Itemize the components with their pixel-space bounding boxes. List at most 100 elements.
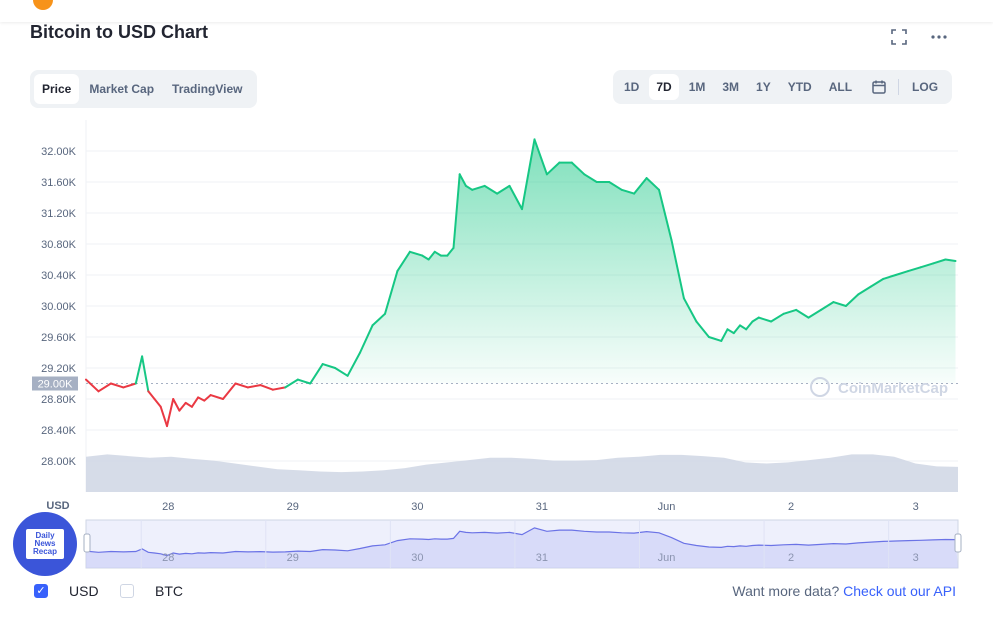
range-7d[interactable]: 7D [649,74,679,100]
price-line-segment [97,382,112,393]
price-line-segment [757,316,773,323]
price-line-segment [85,378,100,393]
calendar-icon[interactable] [866,74,892,100]
price-line-segment [695,320,710,338]
navigator-fill [86,527,958,568]
y-tick-label: 30.80K [41,239,77,251]
price-line-segment [521,138,536,211]
price-line-segment [720,328,729,342]
price-line-segment [458,173,467,187]
price-line-segment [633,177,648,195]
usd-label: USD [69,583,99,599]
navigator-right-handle [954,533,962,553]
price-line-segment [446,246,455,257]
price-line-segment [246,384,262,389]
range-1m[interactable]: 1M [688,80,706,94]
price-line-segment [820,301,835,311]
price-line-segment [184,401,193,408]
price-line-segment [427,250,436,261]
range-1d[interactable]: 1D [624,80,640,94]
y-tick-label: 32.00K [41,146,77,158]
price-line-segment [178,401,187,412]
tab-tradingview[interactable]: TradingView [172,82,243,96]
price-line-segment [408,250,424,257]
bitcoin-logo-icon [33,0,53,10]
tab-market-cap[interactable]: Market Cap [89,82,155,96]
expand-icon[interactable] [888,28,910,50]
x-tick-label: Jun [658,501,676,513]
price-line-segment [166,398,175,428]
price-line-segment [452,173,461,249]
price-line-segment [464,184,474,191]
tab-price[interactable]: Price [34,74,80,104]
baseline-label: 29.00K [38,379,74,391]
api-link[interactable]: Check out our API [843,583,956,599]
range-3m[interactable]: 3M [722,80,740,94]
price-line-segment [209,394,224,400]
price-line-segment [421,254,430,261]
y-tick-label: 31.20K [41,208,77,220]
daily-news-badge[interactable]: Daily News Recap [13,512,77,576]
price-line-segment [496,184,511,195]
y-axis-unit-label: USD [46,500,69,512]
x-tick-label: 3 [913,501,919,513]
price-line-segment [284,378,299,389]
more-dots-icon[interactable] [928,28,950,50]
y-tick-label: 31.60K [41,177,77,189]
price-line-segment [371,312,386,327]
price-line-segment [707,336,723,342]
price-line-segment [944,258,957,262]
top-navigation-bar [0,0,993,22]
price-line-segment [751,316,760,323]
price-line-segment [726,328,735,335]
page-title: Bitcoin to USD Chart [30,22,208,42]
api-prefix: Want more data? [732,583,840,599]
price-line-segment [732,324,741,335]
volume-area [86,454,958,492]
price-line-segment [309,363,324,385]
x-tick-label: 31 [536,501,548,513]
btc-checkbox[interactable] [120,584,134,598]
navigator-tick-label: 31 [536,552,548,564]
y-tick-label: 28.40K [41,425,77,437]
price-line-segment [109,382,125,389]
price-line-segment [670,239,685,300]
price-line-segment [844,293,860,307]
range-ytd[interactable]: YTD [787,80,812,94]
y-tick-label: 28.80K [41,394,77,406]
price-line-segment [739,324,748,331]
price-fill-area [86,139,956,384]
price-line-segment [570,161,586,176]
y-tick-label: 28.00K [41,456,77,468]
divider [898,79,900,95]
price-line-segment [869,277,885,288]
navigator-tick-label: Jun [658,552,676,564]
price-line-segment [483,184,499,195]
log-scale-toggle[interactable]: LOG [912,80,939,94]
price-line-segment [857,285,872,296]
usd-toggle[interactable]: ✓ USD [34,583,99,599]
navigator-tick-label: 2 [788,552,794,564]
navigator-left-handle [83,533,91,553]
price-line-segment [234,382,249,389]
chart-type-tabs: Price Market Cap TradingView [30,70,257,108]
usd-checkbox[interactable]: ✓ [34,584,48,598]
price-line-segment [190,396,200,408]
watermark-logo-icon [810,377,830,397]
y-tick-label: 30.40K [41,270,77,282]
price-line-segment [658,188,673,242]
x-tick-label: 2 [788,501,794,513]
price-line-segment [203,394,212,402]
price-line-segment [770,312,785,323]
range-1y[interactable]: 1Y [756,80,771,94]
btc-toggle[interactable]: BTC [120,583,183,599]
range-all[interactable]: ALL [828,80,853,94]
price-line-segment [645,177,660,191]
price-line-segment [882,274,897,280]
price-line-segment [795,308,810,319]
navigator-line [85,527,956,557]
price-line-segment [384,270,399,315]
badge-label: Daily News Recap [26,529,64,559]
price-line-segment [197,396,206,402]
